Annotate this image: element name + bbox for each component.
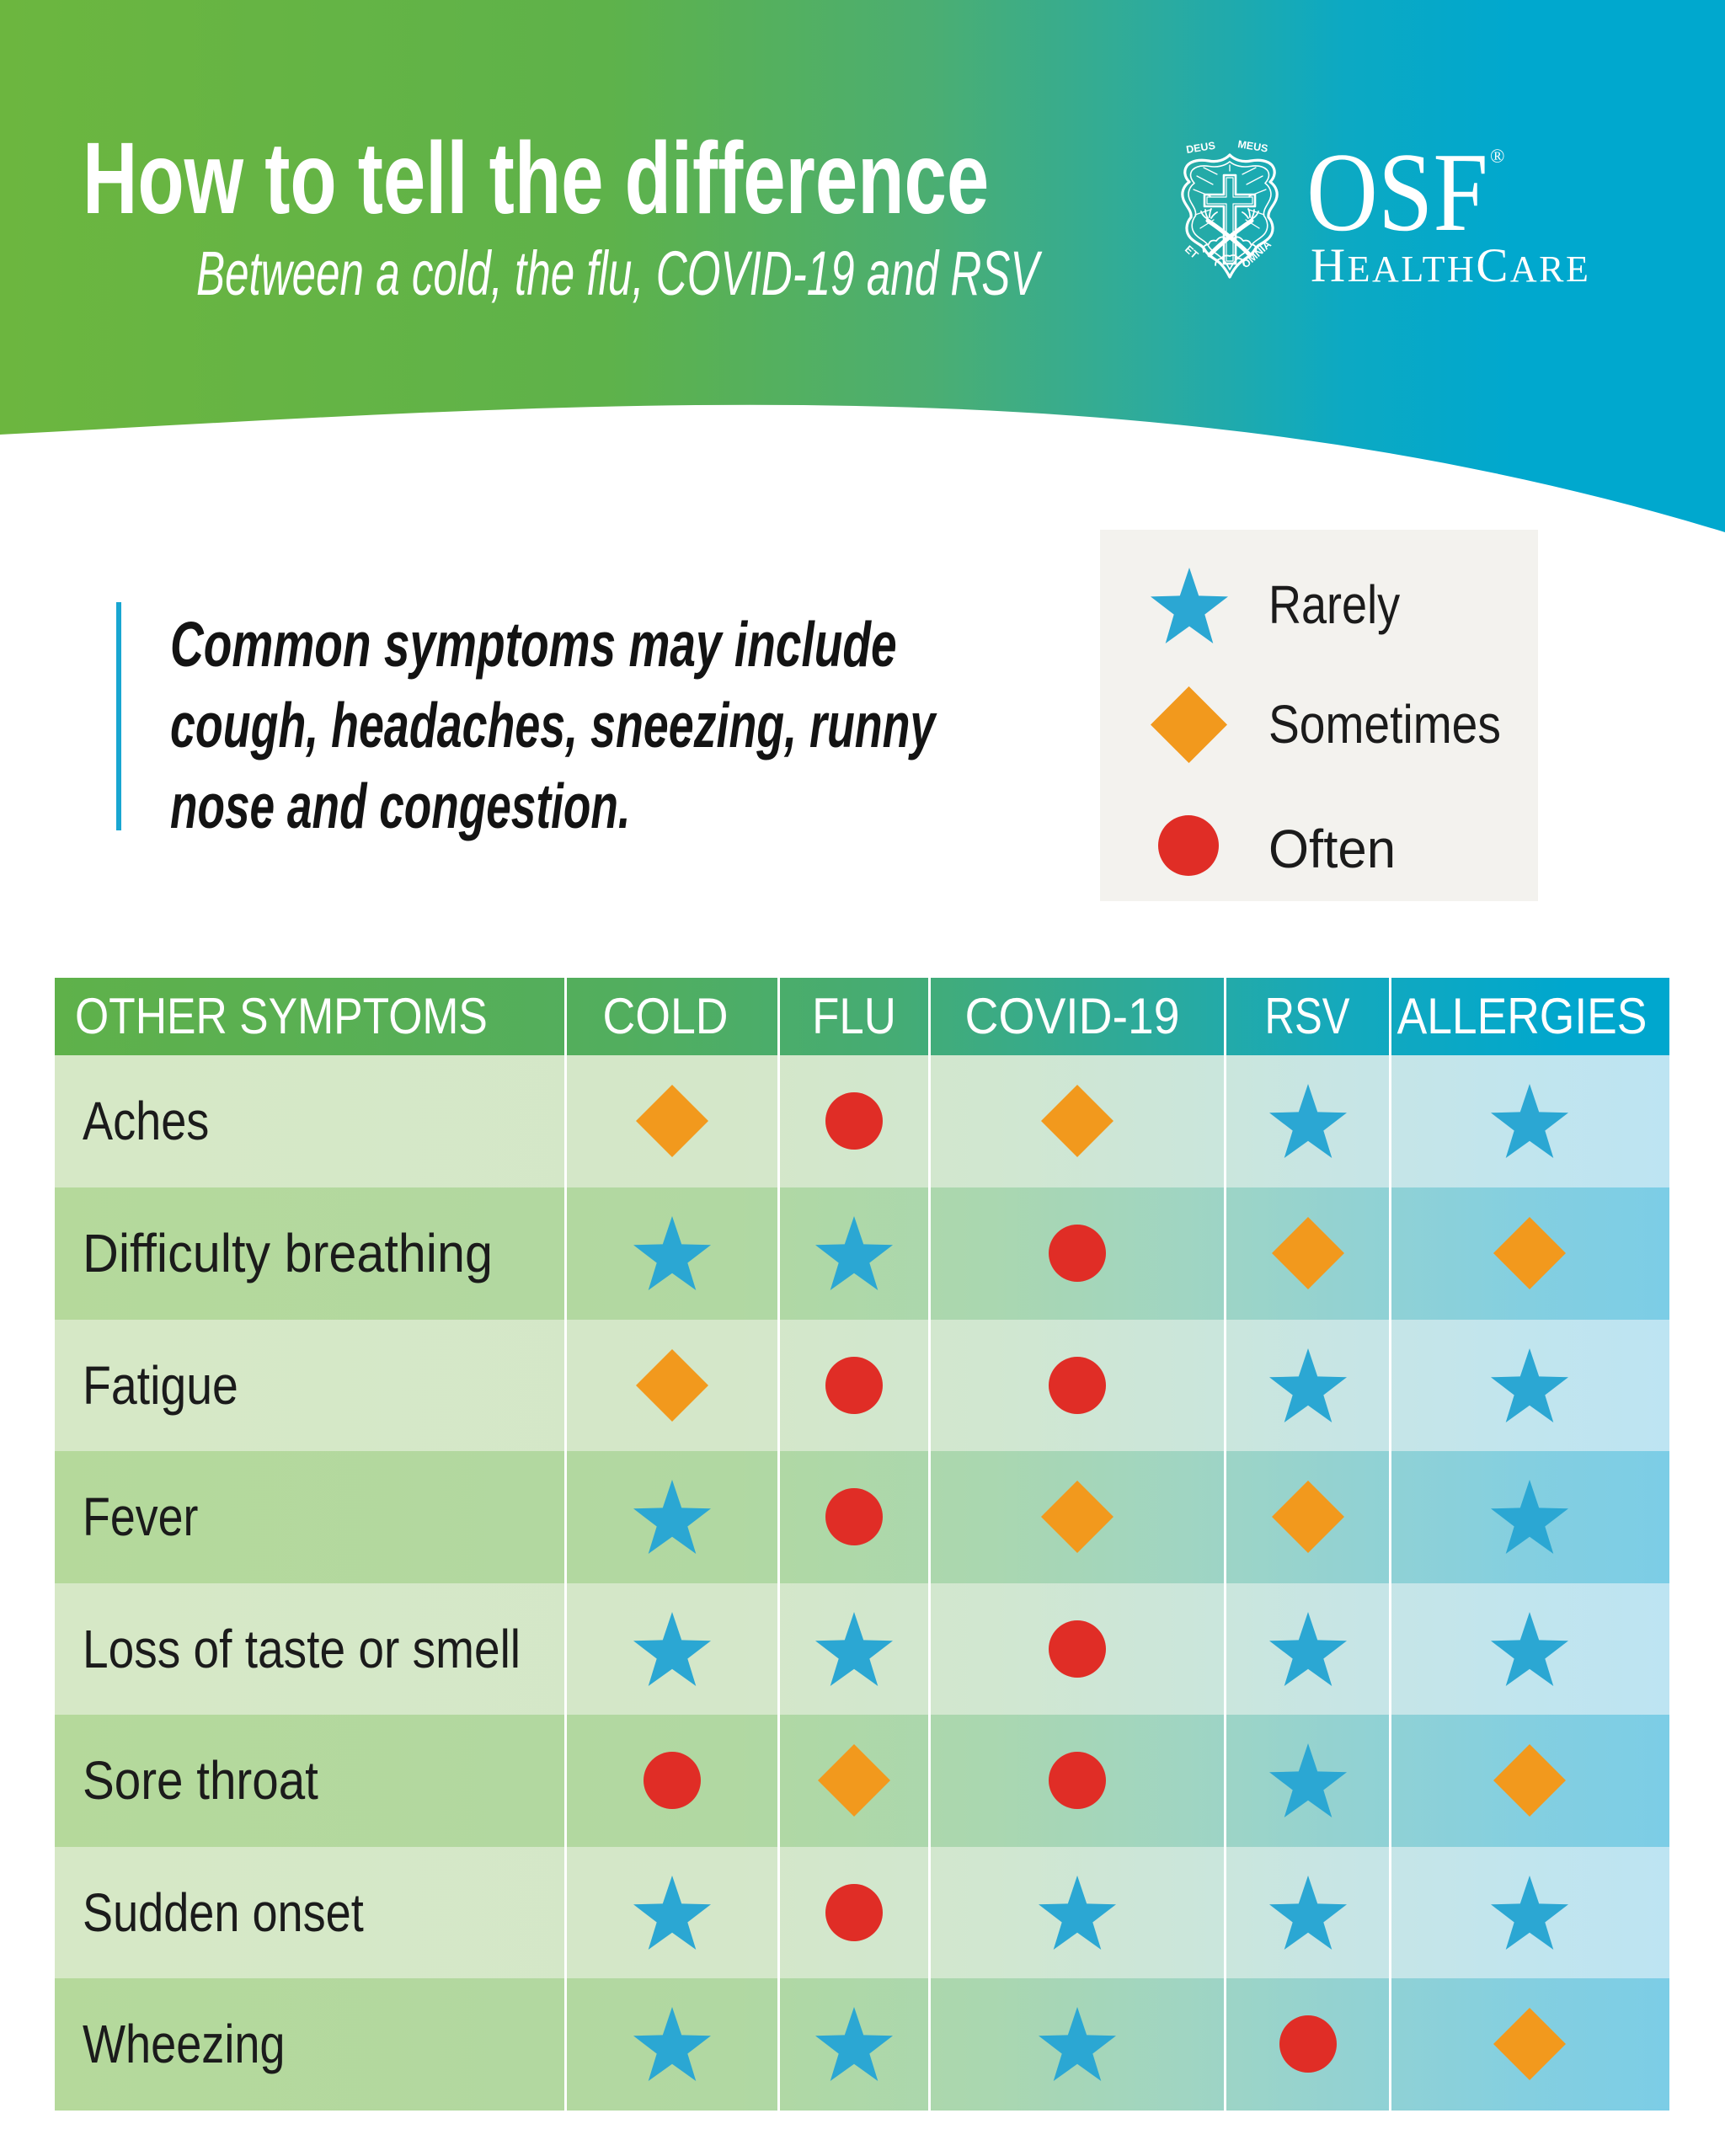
- svg-text:DEUS: DEUS: [1185, 140, 1215, 156]
- svg-text:OMNIA: OMNIA: [1240, 238, 1274, 270]
- svg-text:MEUS: MEUS: [1237, 138, 1269, 154]
- svg-text:ET: ET: [1183, 243, 1201, 261]
